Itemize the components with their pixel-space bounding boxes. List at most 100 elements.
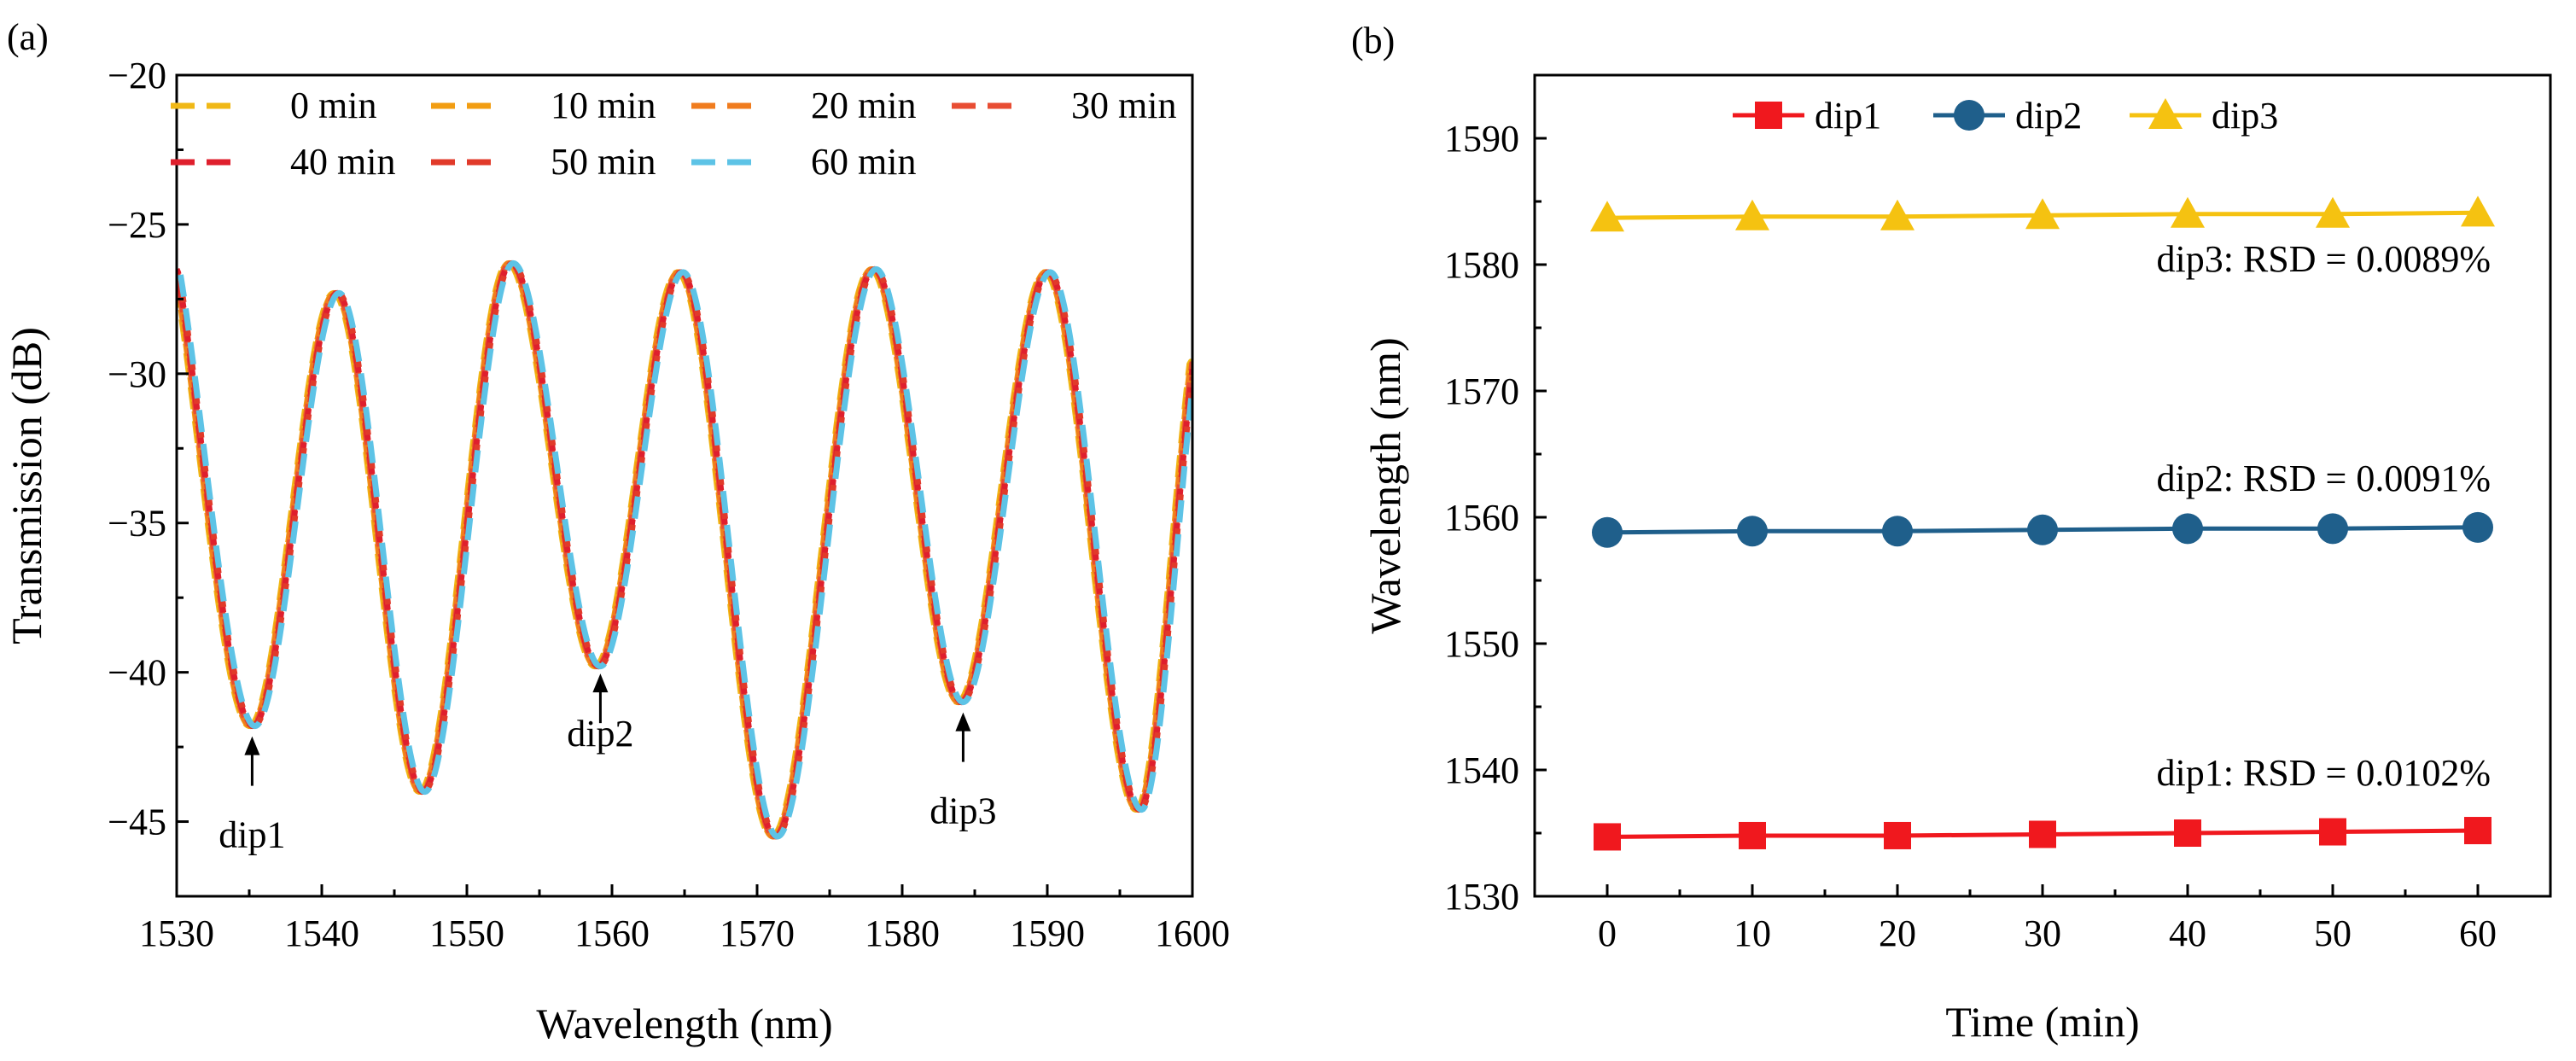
x-tick-label: 30 [2024,912,2061,954]
annotation-arrowhead [592,673,609,693]
panel-a-frame [175,73,1194,898]
data-point [2171,196,2205,228]
y-tick-label: −45 [108,802,166,843]
panel-a-y-axis-label: Transmission (dB) [3,327,50,644]
data-point [2317,513,2348,545]
rsd-annotation: dip3: RSD = 0.0089% [2156,238,2491,280]
legend-marker [2148,98,2183,129]
panel-a-legend: 0 min 10 min 20 min 30 min 40 min 50 min 60 mi… [171,85,1176,183]
legend-label: 30 min [1071,85,1176,126]
panel-a-plot-area [177,259,1192,840]
y-tick-label: 1530 [1444,876,1519,918]
series-line-0-min [177,259,1192,840]
annotation-arrowhead [955,712,971,732]
x-tick-label: 50 [2314,912,2352,954]
y-tick-label: −25 [108,204,166,246]
data-point [2316,196,2350,228]
panel-b-y-axis-label: Wavelength (nm) [1361,337,1409,633]
series-dip3 [1590,195,2495,232]
y-tick-label: −35 [108,503,166,545]
x-tick-label: 1540 [284,912,359,954]
y-tick-label: 1560 [1444,497,1519,539]
y-tick-label: −20 [108,55,166,96]
panel-a-y-axis: −20 −25 −30 −35 −40 −45 [108,55,189,898]
legend-label: dip2 [2015,95,2082,137]
panel-a-annotations: dip1 dip2 dip3 [219,673,997,856]
x-tick-label: 40 [2169,912,2206,954]
data-point [1594,823,1621,851]
legend-label: 60 min [811,141,916,183]
data-point [2174,819,2201,847]
legend-marker [1755,102,1782,129]
legend-label: 40 min [290,141,395,183]
panel-b-x-axis: 0 10 20 30 40 50 60 [1598,884,2497,954]
y-tick-label: 1540 [1444,749,1519,791]
x-tick-label: 1530 [139,912,214,954]
legend-marker [1954,100,1984,131]
x-tick-label: 20 [1879,912,1916,954]
series-line-30-min [177,259,1192,840]
panel-a-label: (a) [7,16,49,58]
panel-b: (b) 0 10 20 30 40 50 60 1530154015501560157015… [1351,20,2552,1046]
panel-a-x-axis: 1530 1540 1550 1560 1570 1580 1590 1600 [139,884,1230,954]
y-tick-label: 1590 [1444,118,1519,160]
legend-label: 50 min [551,141,656,183]
panel-b-annotations: dip3: RSD = 0.0089% dip2: RSD = 0.0091% di… [2156,238,2491,794]
data-point [2027,514,2058,545]
rsd-annotation: dip2: RSD = 0.0091% [2156,458,2491,499]
x-tick-label: 1580 [865,912,940,954]
legend-label: 20 min [811,85,916,126]
panel-b-y-axis: 1530 1540 1550 1560 1570 1580 1590 [1444,73,1547,918]
legend-label: dip1 [1815,95,1881,137]
y-tick-label: 1550 [1444,623,1519,665]
panel-b-x-axis-label: Time (min) [1945,998,2139,1046]
legend-label: 10 min [551,85,656,126]
x-tick-label: 1600 [1155,912,1230,954]
x-tick-label: 1590 [1010,912,1085,954]
panel-a-x-axis-label: Wavelength (nm) [536,1000,832,1047]
annotation-label: dip3 [930,790,996,832]
data-point [2461,195,2495,227]
data-point [1739,821,1766,849]
data-point [1592,516,1623,548]
series-dip2 [1592,511,2493,548]
data-point [2319,818,2346,846]
data-point [1884,821,1911,849]
series-line-60-min [177,259,1192,840]
panel-b-label: (b) [1351,20,1395,61]
data-point [2462,511,2493,543]
panel-b-plot-area [1590,195,2495,851]
annotation-arrowhead [244,736,260,755]
annotation-label: dip2 [567,713,633,755]
panel-a: (a) 1530 1540 1550 1560 1570 1580 1590 1600 −20… [3,16,1230,1047]
series-line-20-min [177,260,1192,840]
legend-label: dip3 [2212,95,2278,137]
rsd-annotation: dip1: RSD = 0.0102% [2156,752,2491,794]
x-tick-label: 1570 [720,912,795,954]
x-tick-label: 60 [2459,912,2497,954]
series-dip1 [1594,817,2491,851]
series-line-50-min [177,259,1192,840]
data-point [2025,198,2060,230]
x-tick-label: 10 [1734,912,1771,954]
x-tick-label: 0 [1598,912,1617,954]
y-tick-label: 1580 [1444,244,1519,286]
annotation-label: dip1 [219,814,285,856]
data-point [2029,820,2056,848]
data-point [1590,201,1624,232]
data-point [1737,516,1768,547]
data-point [1880,199,1915,230]
data-point [1882,516,1913,547]
y-tick-label: −40 [108,652,166,694]
panel-b-legend: dip1 dip2 dip3 [1733,95,2278,137]
series-line-10-min [177,259,1192,840]
x-tick-label: 1550 [429,912,504,954]
y-tick-label: 1570 [1444,370,1519,412]
data-point [2464,817,2491,845]
data-point [2172,513,2203,545]
series-line-40-min [177,259,1192,840]
legend-label: 0 min [290,85,376,126]
data-point [1735,199,1769,230]
y-tick-label: −30 [108,353,166,395]
